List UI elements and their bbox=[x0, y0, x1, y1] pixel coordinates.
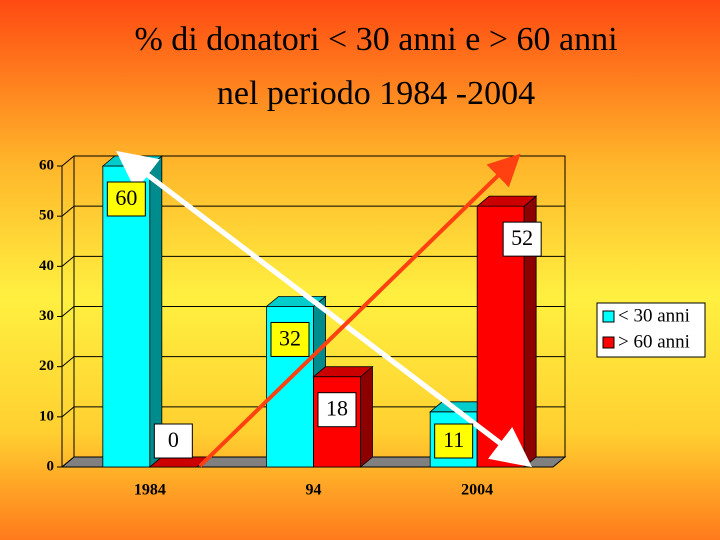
grid-line bbox=[61, 306, 75, 317]
x-tick-label: 2004 bbox=[461, 482, 493, 499]
data-label-box bbox=[270, 321, 310, 357]
data-label: 18 bbox=[326, 396, 348, 421]
legend-label: > 60 anni bbox=[618, 331, 690, 352]
data-label: 52 bbox=[511, 225, 533, 250]
grid-line bbox=[61, 255, 75, 267]
data-label: 60 bbox=[115, 185, 137, 210]
data-label-box bbox=[434, 423, 474, 459]
y-tick-label: 0 bbox=[47, 458, 55, 474]
grid-line bbox=[61, 205, 75, 217]
chart-title: nel periodo 1984 -2004 bbox=[217, 75, 535, 112]
arrows bbox=[116, 150, 532, 468]
x-tick-label: 94 bbox=[306, 482, 322, 499]
bar-side bbox=[360, 365, 373, 468]
legend-swatch bbox=[602, 310, 615, 323]
grid-line bbox=[61, 155, 75, 167]
bar-top bbox=[312, 366, 374, 378]
legend-label: < 30 anni bbox=[618, 305, 690, 326]
data-label-box bbox=[502, 221, 542, 257]
bar-side bbox=[149, 155, 163, 468]
x-tick-label: 1984 bbox=[134, 482, 166, 499]
data-label-box bbox=[106, 181, 146, 217]
y-tick-label: 20 bbox=[39, 358, 54, 374]
data-label-box bbox=[317, 392, 357, 428]
y-tick-label: 50 bbox=[39, 208, 54, 224]
bar-top bbox=[476, 195, 538, 207]
data-label: 11 bbox=[443, 427, 464, 452]
data-label-box bbox=[153, 423, 193, 459]
trend-arrow bbox=[198, 153, 521, 468]
chart-title: % di donatori < 30 anni e > 60 anni bbox=[134, 21, 617, 58]
y-tick-label: 60 bbox=[39, 157, 54, 173]
trend-arrow bbox=[126, 158, 532, 468]
grid-line bbox=[61, 356, 75, 368]
legend-swatch bbox=[602, 336, 615, 349]
grid-line bbox=[61, 406, 75, 418]
y-tick-label: 30 bbox=[39, 308, 54, 324]
y-tick-label: 40 bbox=[39, 258, 54, 274]
legend bbox=[596, 302, 706, 358]
data-label: 0 bbox=[168, 427, 179, 452]
data-labels: 60 0 32 18 11 52 bbox=[106, 181, 542, 459]
y-tick-label: 10 bbox=[39, 408, 54, 424]
data-label: 32 bbox=[279, 326, 301, 351]
